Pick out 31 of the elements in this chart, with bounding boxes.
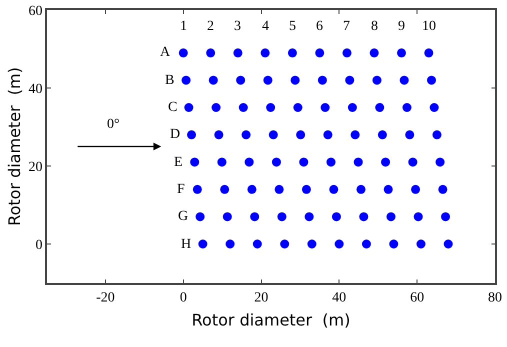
- annotation: 0°: [107, 117, 120, 132]
- annotation: A: [160, 45, 171, 60]
- annotation: 8: [371, 19, 378, 34]
- annotation: 5: [289, 19, 296, 34]
- annotation: H: [181, 237, 192, 252]
- annotation: 1: [180, 19, 187, 34]
- annotation: 10: [422, 19, 436, 34]
- y-tick-label: 20: [28, 160, 42, 175]
- annotation: 3: [234, 19, 241, 34]
- annotation: 9: [398, 19, 405, 34]
- y-tick-label: 0: [35, 238, 42, 253]
- y-tick-label: 60: [28, 4, 42, 19]
- x-tick-label: 20: [254, 290, 268, 306]
- annotation: 4: [262, 19, 269, 34]
- annotation: 7: [343, 19, 350, 34]
- x-tick-label: -20: [96, 290, 115, 306]
- annotation: D: [170, 127, 180, 142]
- x-tick-label: 80: [488, 290, 502, 306]
- x-axis-title: Rotor diameter (m): [192, 310, 350, 330]
- x-tick-label: 0: [180, 290, 187, 306]
- annotation: 2: [207, 19, 214, 34]
- x-tick-label: 60: [410, 290, 424, 306]
- annotation: B: [165, 73, 174, 88]
- annotation: C: [168, 100, 178, 115]
- annotation: E: [174, 155, 183, 170]
- annotation: F: [177, 182, 185, 197]
- y-axis-title: Rotor diameter (m): [4, 67, 24, 226]
- annotation: 6: [316, 19, 323, 34]
- annotation: G: [178, 209, 188, 224]
- x-tick-label: 40: [332, 290, 346, 306]
- y-tick-label: 40: [28, 82, 42, 97]
